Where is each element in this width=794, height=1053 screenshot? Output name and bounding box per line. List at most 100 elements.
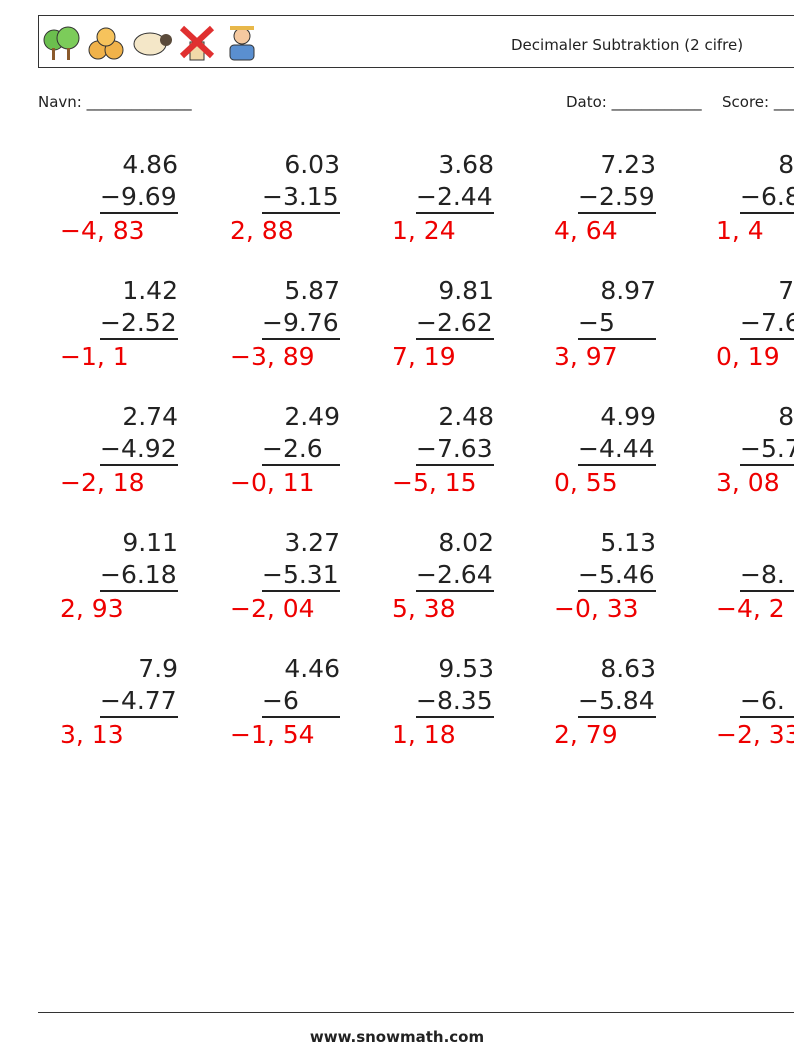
hay-icon — [88, 27, 124, 60]
answer-line — [262, 338, 340, 340]
minuend: 2.74 — [122, 402, 178, 431]
footer-line — [38, 1012, 794, 1013]
answer: 3, 13 — [60, 720, 124, 749]
score-field: Score: ___ — [722, 93, 794, 111]
subtrahend: −7.63 — [416, 434, 493, 463]
subtrahend: −6 — [262, 686, 299, 715]
minuend: 4.86 — [122, 150, 178, 179]
answer-line — [100, 212, 178, 214]
minuend: 7.9 — [138, 654, 178, 683]
answer-line — [578, 716, 656, 718]
minuend: 4.46 — [284, 654, 340, 683]
subtrahend: −2.6 — [262, 434, 323, 463]
subtrahend: −2.64 — [416, 560, 493, 589]
answer-line — [100, 716, 178, 718]
minuend: 6.03 — [284, 150, 340, 179]
farmer-icon — [229, 26, 255, 61]
answer: −2, 04 — [230, 594, 315, 623]
date-field: Dato: ____________ — [566, 93, 702, 111]
answer-line — [416, 464, 494, 466]
answer-line — [262, 464, 340, 466]
title: Decimaler Subtraktion (2 cifre) — [511, 36, 744, 54]
minuend: 8.8 — [778, 402, 794, 431]
footer-url: www.snowmath.com — [309, 1028, 485, 1046]
answer: 1, 24 — [392, 216, 456, 245]
answer: 3, 97 — [554, 342, 618, 371]
minuend: 8.63 — [600, 654, 656, 683]
subtrahend: −4.77 — [100, 686, 177, 715]
answer: 2, 79 — [554, 720, 618, 749]
answer: −2, 18 — [60, 468, 145, 497]
minuend: 8.2 — [778, 150, 794, 179]
answer: 2, 93 — [60, 594, 124, 623]
answer: −1, 1 — [60, 342, 129, 371]
answer: −0, 11 — [230, 468, 315, 497]
answer: −0, 33 — [554, 594, 639, 623]
answer-line — [578, 212, 656, 214]
answer-line — [262, 716, 340, 718]
sheep-icon — [133, 32, 172, 56]
subtrahend: −9.69 — [100, 182, 177, 211]
minuend: 9.11 — [122, 528, 178, 557]
answer: 7, 19 — [392, 342, 456, 371]
subtrahend: −2.62 — [416, 308, 493, 337]
subtrahend: −2.44 — [416, 182, 493, 211]
subtrahend: −5.46 — [578, 560, 655, 589]
minuend: 5.13 — [600, 528, 656, 557]
subtrahend: −2.52 — [100, 308, 177, 337]
answer-line — [578, 464, 656, 466]
minuend: 9.53 — [438, 654, 494, 683]
subtrahend: −7.6 — [740, 308, 794, 337]
answer: −1, 54 — [230, 720, 315, 749]
minuend: 7.8 — [778, 276, 794, 305]
subtrahend: −4.92 — [100, 434, 177, 463]
answer-line — [262, 212, 340, 214]
subtrahend: −5.31 — [262, 560, 339, 589]
windmill-icon — [179, 25, 215, 61]
subtrahend: −3.15 — [262, 182, 339, 211]
answer-line — [416, 338, 494, 340]
answer: −4, 2 — [716, 594, 785, 623]
answer-line — [578, 590, 656, 592]
answer-line — [100, 464, 178, 466]
minuend: 7.23 — [600, 150, 656, 179]
minuend: 3.68 — [438, 150, 494, 179]
answer-line — [740, 464, 794, 466]
subtrahend: −5.84 — [578, 686, 655, 715]
subtrahend: −8. — [740, 560, 785, 589]
subtrahend: −6.8 — [740, 182, 794, 211]
answer: −4, 83 — [60, 216, 145, 245]
subtrahend: −9.76 — [262, 308, 339, 337]
answer: −5, 15 — [392, 468, 477, 497]
answer-line — [416, 716, 494, 718]
answer: −3, 89 — [230, 342, 315, 371]
minuend: 5.87 — [284, 276, 340, 305]
subtrahend: −6.18 — [100, 560, 177, 589]
answer: 4, 64 — [554, 216, 618, 245]
answer: 0, 55 — [554, 468, 618, 497]
subtrahend: −8.35 — [416, 686, 493, 715]
answer: 0, 19 — [716, 342, 780, 371]
header-box — [38, 15, 794, 68]
minuend: 9.81 — [438, 276, 494, 305]
name-field: Navn: ______________ — [38, 93, 192, 111]
subtrahend: −2.59 — [578, 182, 655, 211]
tree-icon — [43, 26, 80, 60]
minuend: 8.97 — [600, 276, 656, 305]
answer: 2, 88 — [230, 216, 294, 245]
answer-line — [416, 590, 494, 592]
answer-line — [100, 590, 178, 592]
answer: 1, 18 — [392, 720, 456, 749]
answer: 5, 38 — [392, 594, 456, 623]
answer: 3, 08 — [716, 468, 780, 497]
header-icons — [43, 25, 255, 61]
answer: 1, 4 — [716, 216, 764, 245]
minuend: 3.27 — [284, 528, 340, 557]
answer-line — [740, 716, 794, 718]
answer: −2, 33 — [716, 720, 794, 749]
subtrahend: −5.7 — [740, 434, 794, 463]
answer-line — [100, 338, 178, 340]
subtrahend: −6. — [740, 686, 785, 715]
answer-line — [740, 590, 794, 592]
